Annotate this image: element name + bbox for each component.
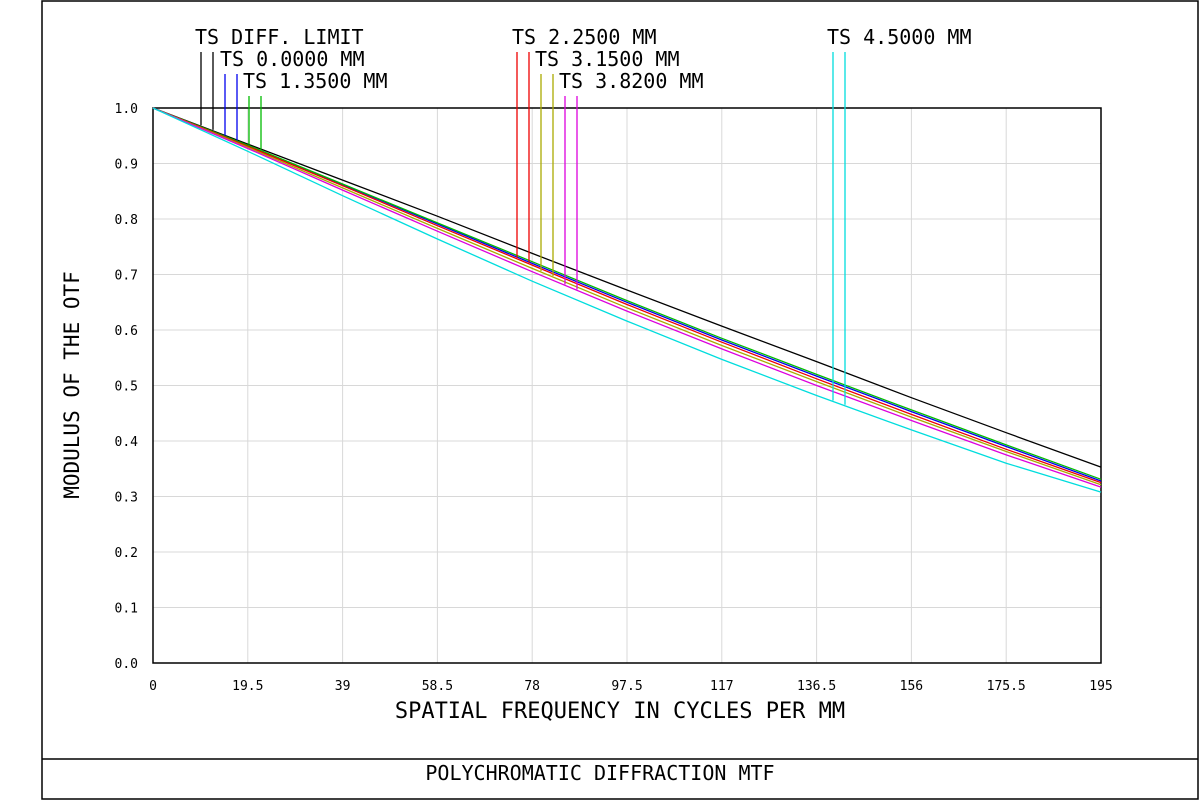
x-tick-labels: 0 19.5 39 58.5 78 97.5 117 136.5 156 175.5 195 bbox=[149, 679, 1113, 694]
series-line bbox=[152, 107, 1102, 484]
x-tick-label: 58.5 bbox=[422, 679, 453, 694]
x-tick-label: 156 bbox=[900, 679, 923, 694]
x-tick-label: 39 bbox=[335, 679, 351, 694]
legend-label: TS 2.2500 MM bbox=[512, 25, 657, 49]
x-tick-label: 117 bbox=[710, 679, 733, 694]
y-tick-label: 0.0 bbox=[115, 657, 138, 672]
series-line bbox=[152, 107, 1102, 468]
x-tick-label: 0 bbox=[149, 679, 157, 694]
y-tick-label: 0.7 bbox=[115, 269, 138, 284]
series-line bbox=[152, 107, 1102, 488]
grid bbox=[153, 108, 1101, 663]
x-tick-label: 78 bbox=[524, 679, 540, 694]
legend-label: TS DIFF. LIMIT bbox=[195, 25, 364, 49]
legend-label: TS 3.8200 MM bbox=[559, 69, 704, 93]
y-tick-label: 0.1 bbox=[115, 602, 138, 617]
series-line bbox=[152, 107, 1102, 480]
series-lines bbox=[152, 107, 1102, 493]
x-axis-label: SPATIAL FREQUENCY IN CYCLES PER MM bbox=[395, 699, 845, 724]
y-axis-label: MODULUS OF THE OTF bbox=[60, 271, 84, 499]
legend-markers bbox=[200, 52, 846, 405]
y-tick-label: 0.3 bbox=[115, 491, 138, 506]
series-line bbox=[152, 107, 1102, 486]
legend-label: TS 4.5000 MM bbox=[827, 25, 972, 49]
series-line bbox=[152, 107, 1102, 493]
y-tick-label: 0.6 bbox=[115, 324, 138, 339]
y-tick-labels: 0.0 0.1 0.2 0.3 0.4 0.5 0.6 0.7 0.8 0.9 1.0 bbox=[115, 102, 139, 672]
y-tick-label: 0.8 bbox=[115, 213, 138, 228]
x-tick-label: 195 bbox=[1089, 679, 1112, 694]
chart-footer-title: POLYCHROMATIC DIFFRACTION MTF bbox=[425, 761, 774, 785]
legend-label: TS 3.1500 MM bbox=[535, 47, 680, 71]
x-tick-label: 19.5 bbox=[232, 679, 263, 694]
x-tick-label: 175.5 bbox=[987, 679, 1026, 694]
legend-label: TS 0.0000 MM bbox=[220, 47, 365, 71]
y-tick-label: 0.4 bbox=[115, 435, 139, 450]
legend-label: TS 1.3500 MM bbox=[243, 69, 388, 93]
chart-frame bbox=[41, 0, 1199, 800]
y-tick-label: 0.2 bbox=[115, 546, 138, 561]
y-tick-label: 0.5 bbox=[115, 380, 138, 395]
plot-area bbox=[152, 107, 1102, 664]
y-tick-label: 1.0 bbox=[115, 102, 138, 117]
x-tick-label: 97.5 bbox=[611, 679, 642, 694]
y-tick-label: 0.9 bbox=[115, 158, 138, 173]
x-tick-label: 136.5 bbox=[797, 679, 836, 694]
